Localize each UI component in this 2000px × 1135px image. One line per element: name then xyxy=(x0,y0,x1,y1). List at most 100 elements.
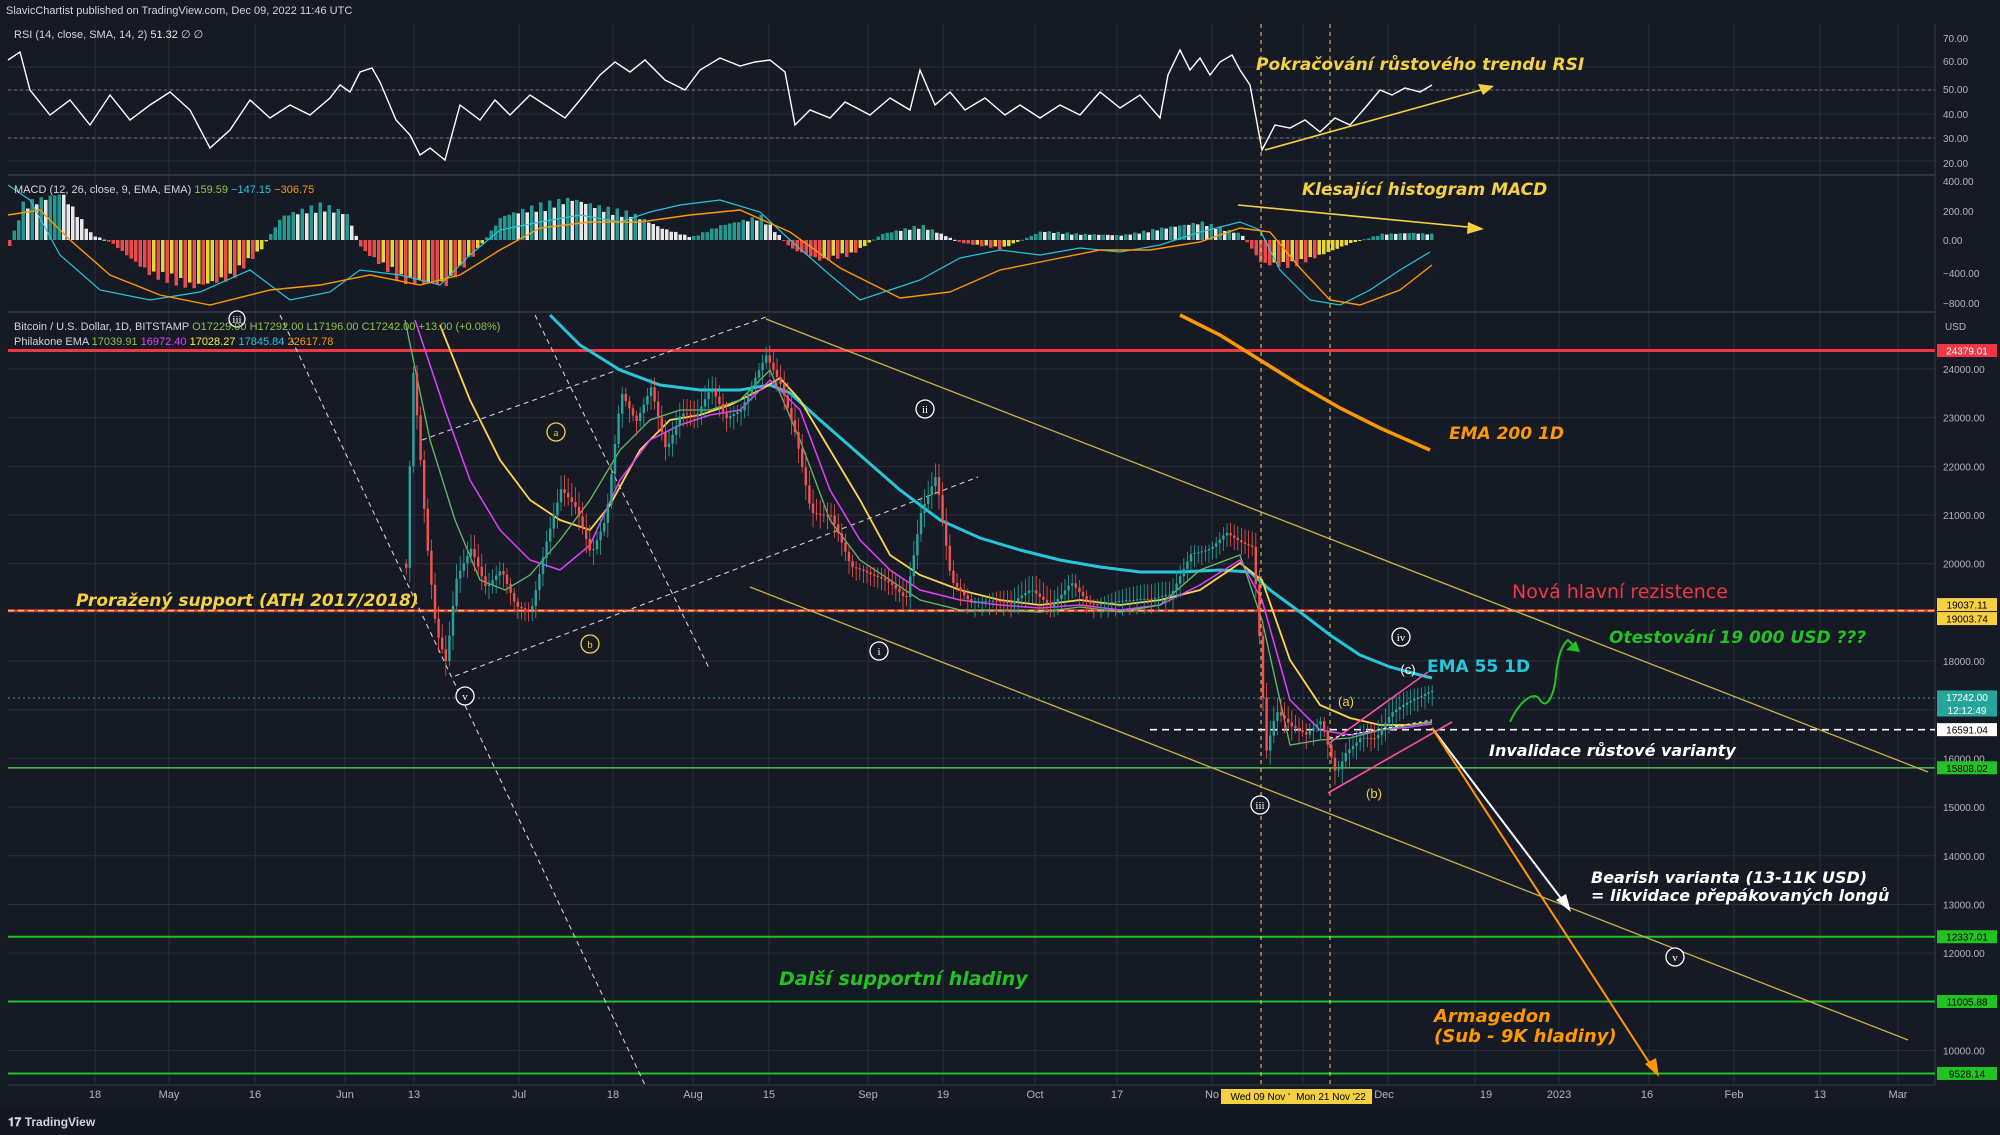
grid xyxy=(8,24,1935,1085)
macd-hist-bar-308 xyxy=(1394,233,1398,240)
candle-249-body xyxy=(1301,729,1304,733)
candle-2-body xyxy=(412,372,415,467)
candle-180-body xyxy=(1053,603,1056,607)
macd-hist-bar-213 xyxy=(966,240,970,244)
candle-69-body xyxy=(653,387,656,402)
candle-79-body xyxy=(689,414,692,416)
wave-label-v_left: v xyxy=(455,686,475,706)
macd-hist-bar-132 xyxy=(602,211,606,240)
macd-hist-bar-207 xyxy=(939,233,943,240)
candle-113 xyxy=(811,489,815,528)
macd-hist-bar-296 xyxy=(1340,240,1344,247)
macd-hist-bar-4 xyxy=(26,208,30,240)
macd-hist-bar-224 xyxy=(1016,240,1020,242)
macd-hist-bar-186 xyxy=(845,240,849,257)
rsi-scale-3: 40.00 xyxy=(1943,110,1968,121)
ohlc-open: O17229.00 xyxy=(192,321,247,333)
candle-16-body xyxy=(462,563,465,571)
candle-210 xyxy=(1161,581,1164,604)
candle-167-body xyxy=(1006,601,1009,603)
candle-184-body xyxy=(1067,585,1070,591)
candle-150-body xyxy=(945,520,948,546)
macd-hist-bar-169 xyxy=(768,224,772,240)
macd-hist-bar-246 xyxy=(1115,234,1119,240)
candle-279 xyxy=(1409,689,1412,715)
macd-hist-bar-255 xyxy=(1155,230,1159,240)
candle-67 xyxy=(646,388,649,412)
macd-hist-bar-81 xyxy=(372,240,376,258)
candle-102 xyxy=(772,351,775,376)
candle-261-body xyxy=(1344,753,1347,762)
candle-224 xyxy=(1211,541,1214,560)
candle-51 xyxy=(588,525,591,557)
macd-hist-bar-187 xyxy=(849,240,853,253)
candle-250 xyxy=(1305,723,1308,750)
wave-label-b_small-ring xyxy=(580,634,600,654)
candle-27-body xyxy=(502,570,505,575)
candle-207-body xyxy=(1150,598,1153,600)
tradingview-logo-text: TradingView xyxy=(24,1115,96,1129)
price-scale-9: 13000.00 xyxy=(1943,900,1985,911)
candle-56 xyxy=(606,493,609,538)
macd-hist-bar-112 xyxy=(512,212,516,240)
candle-78 xyxy=(685,398,689,427)
candle-273 xyxy=(1387,702,1391,734)
macd-hist-bar-65 xyxy=(300,208,304,240)
wave-label-ii-ring xyxy=(915,399,935,419)
candle-266-body xyxy=(1362,737,1365,739)
price-tag-12337-bg xyxy=(1937,930,1997,944)
candle-263-body xyxy=(1351,745,1355,750)
candle-107-body xyxy=(790,407,793,421)
candle-210-body xyxy=(1161,595,1164,597)
price-scale-4: 20000.00 xyxy=(1943,560,1985,571)
candle-167 xyxy=(1006,590,1009,611)
candle-237-body xyxy=(1258,584,1261,637)
macd-hist-bar-274 xyxy=(1241,235,1245,240)
candle-108-body xyxy=(793,420,797,433)
price-tag-12337-text: 12337.01 xyxy=(1946,933,1988,944)
time-label-5: Jul xyxy=(512,1089,526,1101)
candle-40-body xyxy=(549,528,552,542)
wave-label-b-paren: (b) xyxy=(1366,786,1382,801)
candle-68-body xyxy=(649,387,653,397)
candle-246 xyxy=(1290,710,1293,741)
macd-hist-bar-262 xyxy=(1187,224,1191,240)
candle-71-body xyxy=(660,416,663,433)
candle-2 xyxy=(412,366,415,473)
annotation-new-resistance: Nová hlavní rezistence xyxy=(1512,581,1728,603)
candle-18-body xyxy=(469,548,473,556)
macd-hist-bar-248 xyxy=(1124,234,1128,240)
price-tag-12337: 12337.01 xyxy=(1937,930,1997,944)
time-label-18: Feb xyxy=(1725,1089,1744,1101)
candle-24-body xyxy=(491,580,494,585)
candle-166 xyxy=(1002,590,1005,616)
candle-31-body xyxy=(516,601,519,607)
candle-104 xyxy=(779,364,782,389)
candle-29 xyxy=(509,577,512,606)
candle-93-body xyxy=(739,410,743,413)
candle-173-body xyxy=(1027,590,1031,593)
candle-74-body xyxy=(671,434,674,444)
candle-120-body xyxy=(837,524,840,534)
price-tag-9528-bg xyxy=(1937,1066,1997,1080)
candle-10-body xyxy=(441,637,444,650)
macd-hist-bar-137 xyxy=(624,210,628,240)
candle-159-body xyxy=(977,601,980,603)
tradingview-logo[interactable]: 𝟏𝟕 TradingView xyxy=(8,1115,95,1130)
candle-54-body xyxy=(599,531,602,541)
macd-hist-bar-204 xyxy=(926,229,930,240)
rsi-label: RSI (14, close, SMA, 14, 2) xyxy=(14,29,148,41)
macd-hist-bar-21 xyxy=(102,239,106,241)
candle-7 xyxy=(430,539,433,600)
macd-hist-bar-251 xyxy=(1137,233,1141,240)
candle-178 xyxy=(1045,585,1049,615)
ema-value-1: 17039.91 xyxy=(91,336,138,348)
candle-95 xyxy=(747,389,750,417)
candle-161-body xyxy=(984,600,987,602)
candle-48-body xyxy=(577,506,581,517)
macd-hist-bar-32 xyxy=(152,240,156,272)
candle-160 xyxy=(981,596,984,617)
macd-hist-bar-88 xyxy=(404,240,408,285)
candle-201-body xyxy=(1128,600,1131,602)
